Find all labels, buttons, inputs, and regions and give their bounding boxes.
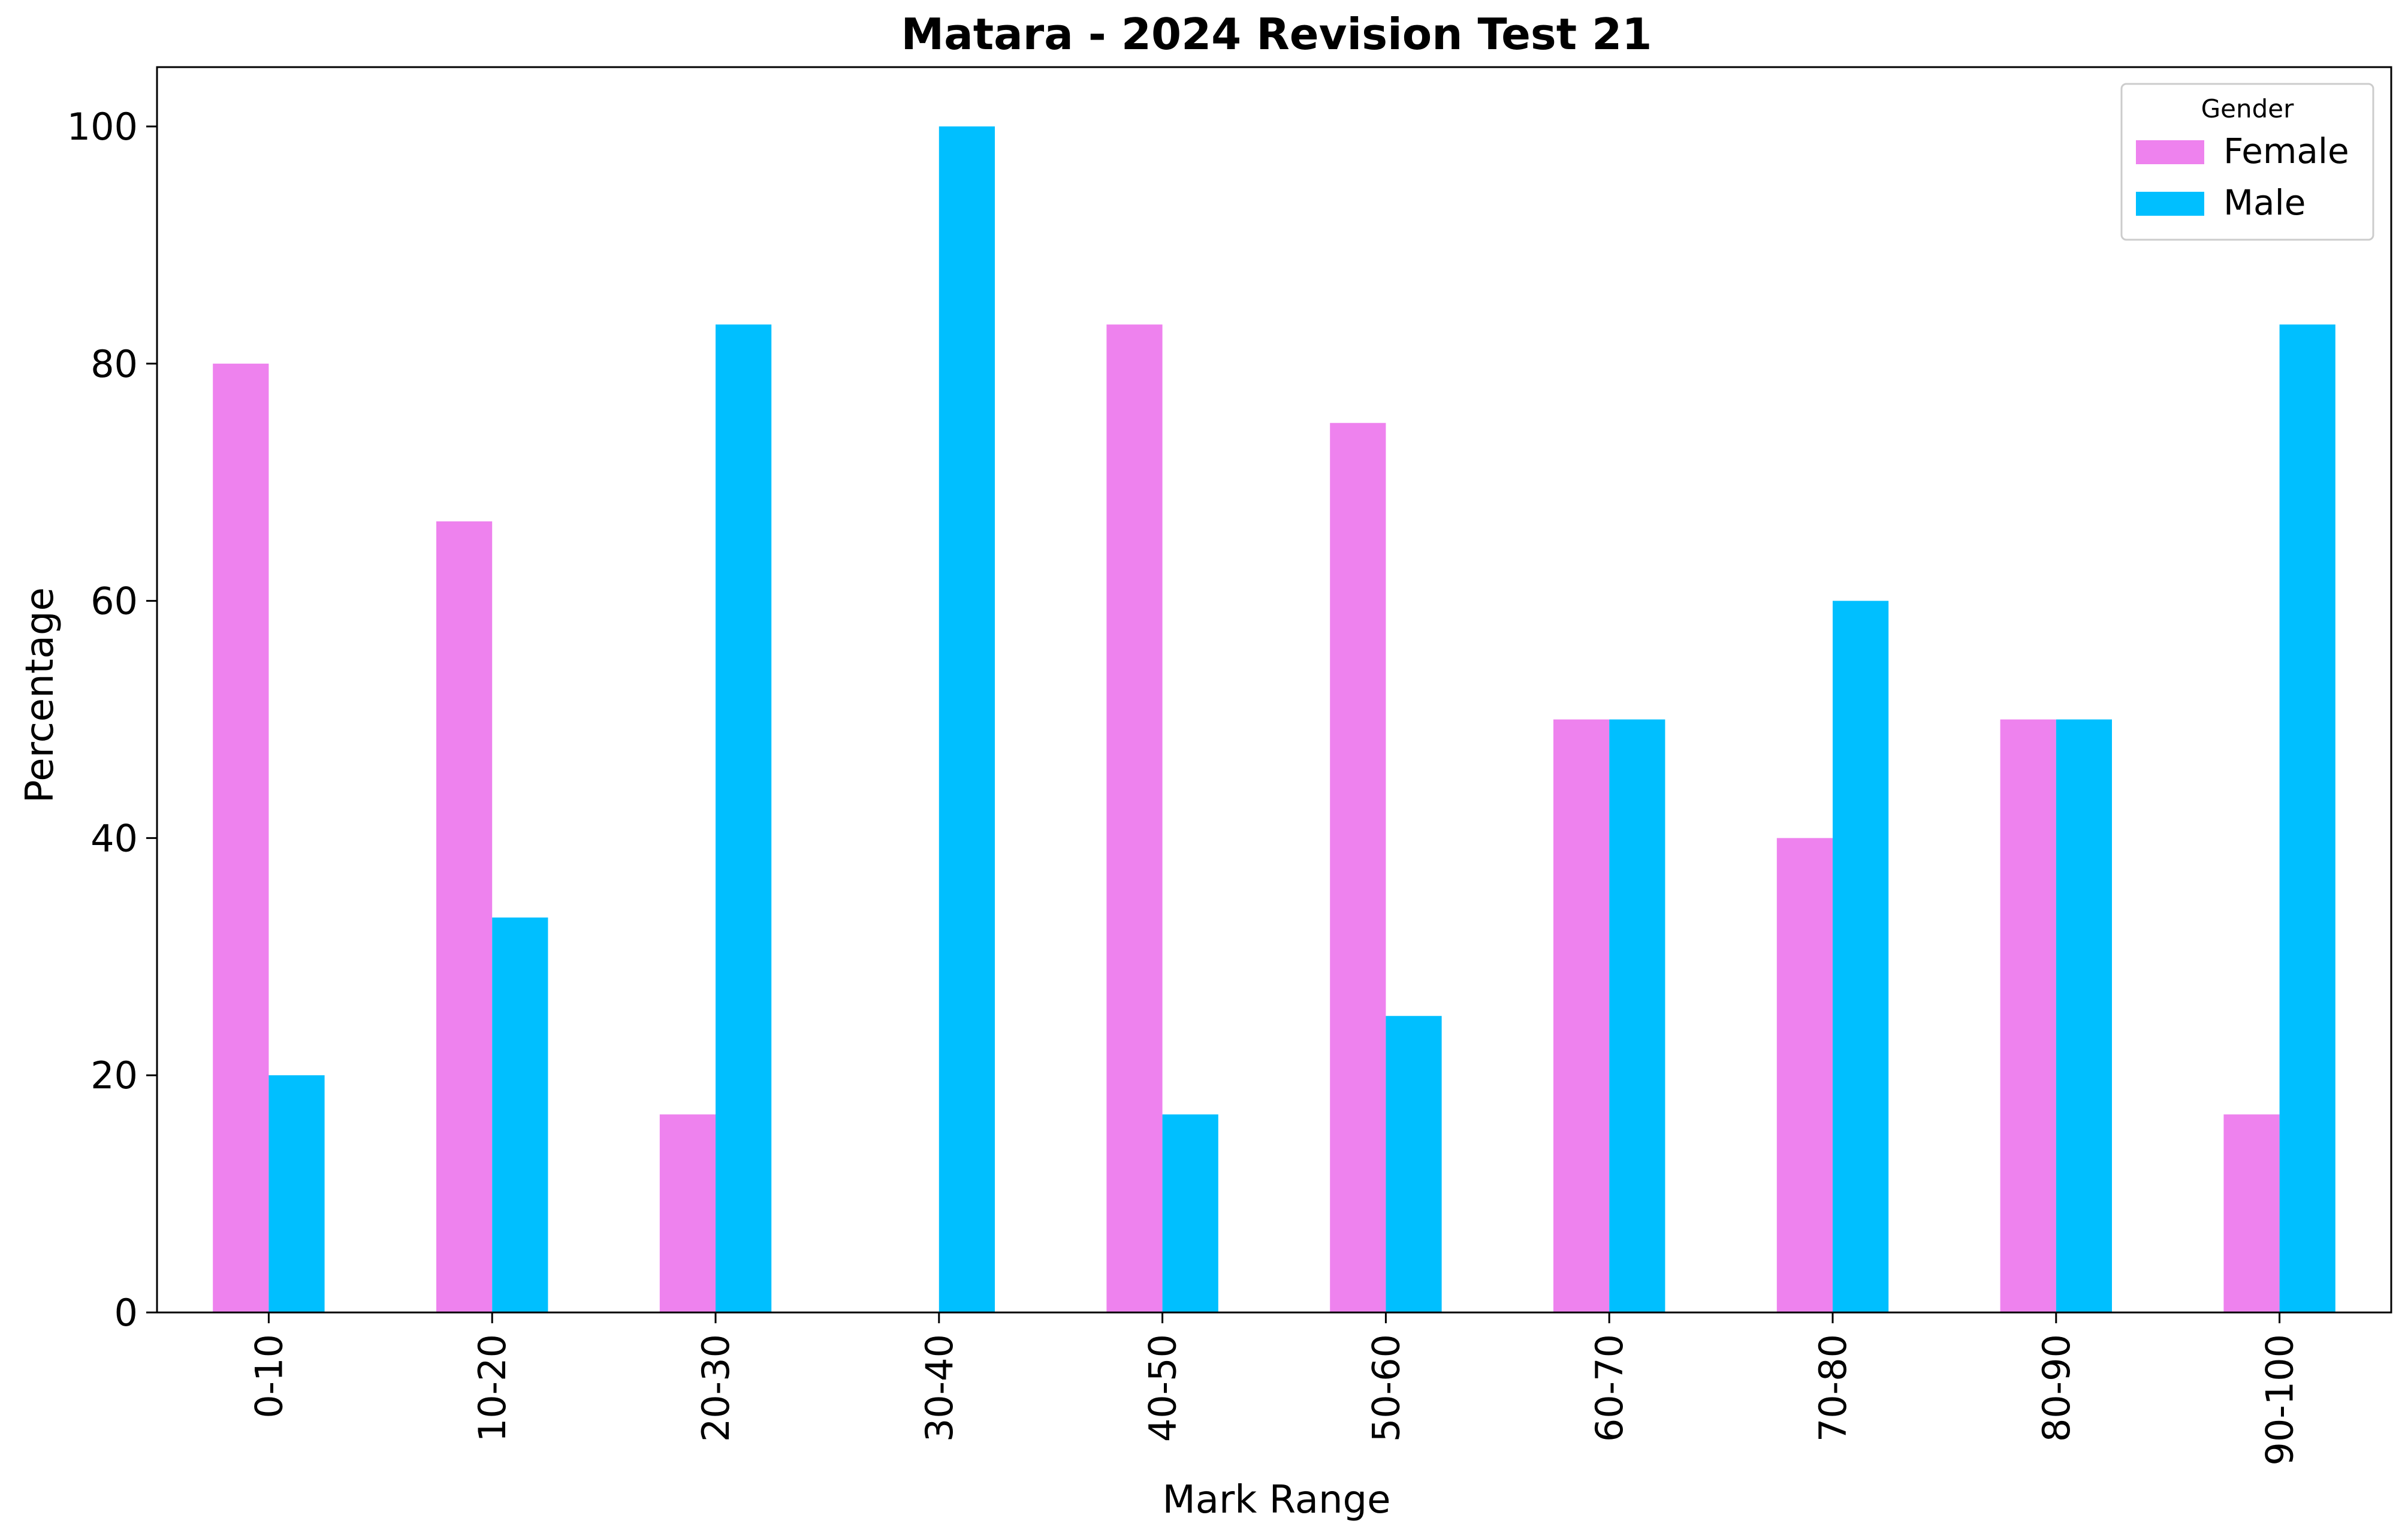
legend-swatch-female (2136, 140, 2204, 164)
bar-female-40-50 (1106, 324, 1163, 1312)
bar-female-60-70 (1553, 719, 1610, 1312)
y-axis-ticks: 0 20 40 60 80 100 (67, 105, 157, 1335)
bar-female-50-60 (1330, 423, 1386, 1312)
legend-swatch-male (2136, 192, 2204, 216)
bar-male-10-20 (492, 917, 548, 1312)
y-tick-label: 0 (114, 1291, 138, 1335)
x-tick-label: 60-70 (1588, 1334, 1631, 1442)
y-tick-label: 80 (90, 342, 138, 386)
x-tick-label: 80-90 (2035, 1334, 2078, 1442)
bar-male-40-50 (1162, 1114, 1218, 1312)
y-tick-label: 40 (90, 816, 138, 860)
y-tick-label: 100 (67, 105, 138, 149)
bar-female-0-10 (213, 363, 269, 1312)
legend-label-male: Male (2223, 182, 2306, 223)
x-tick-label: 70-80 (1811, 1334, 1855, 1442)
legend-title: Gender (2201, 94, 2295, 123)
bar-male-70-80 (1833, 600, 1889, 1312)
bar-male-30-40 (939, 126, 995, 1312)
legend-items: Female Male (2136, 131, 2349, 223)
bar-male-0-10 (268, 1075, 325, 1312)
x-tick-label: 90-100 (2258, 1334, 2302, 1466)
legend-label-female: Female (2223, 131, 2349, 171)
x-tick-label: 0-10 (247, 1334, 291, 1419)
bar-male-80-90 (2056, 719, 2112, 1312)
bars-group (213, 126, 2335, 1312)
bar-male-90-100 (2279, 324, 2335, 1312)
bar-male-50-60 (1386, 1016, 1442, 1312)
bar-female-20-30 (659, 1114, 716, 1312)
x-tick-label: 10-20 (470, 1334, 514, 1442)
x-tick-label: 30-40 (918, 1334, 961, 1442)
y-axis-label: Percentage (18, 587, 62, 803)
legend: Gender Female Male (2120, 83, 2374, 241)
x-tick-label: 40-50 (1141, 1334, 1185, 1442)
y-tick-label: 20 (90, 1054, 138, 1097)
bar-female-10-20 (436, 521, 493, 1312)
x-axis-label: Mark Range (1163, 1478, 1391, 1522)
bar-male-20-30 (716, 324, 772, 1312)
bar-female-90-100 (2223, 1114, 2280, 1312)
plot-frame (156, 66, 2392, 1314)
bar-female-70-80 (1776, 838, 1833, 1312)
chart-title: Matara - 2024 Revision Test 21 (901, 9, 1652, 59)
x-tick-label: 20-30 (694, 1334, 738, 1442)
x-axis-ticks: 0-10 10-20 20-30 30-40 40-50 50-60 60-70 70-80 8… (247, 1312, 2302, 1466)
y-tick-label: 60 (90, 580, 138, 623)
bar-male-60-70 (1609, 719, 1665, 1312)
bar-female-80-90 (2000, 719, 2056, 1312)
x-tick-label: 50-60 (1364, 1334, 1408, 1442)
